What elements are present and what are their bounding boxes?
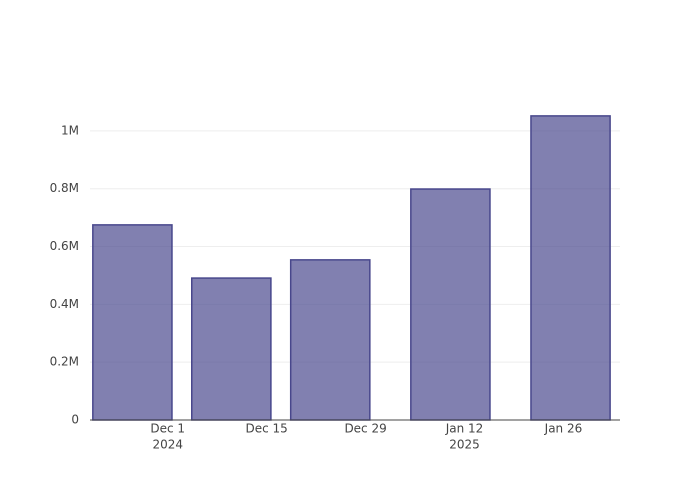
y-tick-label: 0.6M — [50, 239, 79, 253]
y-tick-label: 0.4M — [50, 297, 79, 311]
y-tick-label: 0 — [71, 413, 79, 427]
bar — [530, 115, 611, 421]
x-tick-label: Jan 12 — [445, 422, 484, 436]
y-tick-label: 0.8M — [50, 181, 79, 195]
x-tick-year: 2024 — [152, 438, 183, 452]
bar — [289, 259, 371, 421]
x-tick-label: Dec 1 — [150, 422, 185, 436]
x-tick-year: 2025 — [449, 438, 480, 452]
bar — [410, 188, 491, 421]
y-tick-label: 0.2M — [50, 355, 79, 369]
y-tick-label: 1M — [61, 123, 79, 137]
x-tick-label: Dec 15 — [246, 422, 288, 436]
bar — [92, 224, 173, 421]
bar — [191, 277, 272, 421]
x-tick-label: Jan 26 — [544, 422, 583, 436]
x-tick-label: Dec 29 — [344, 422, 386, 436]
